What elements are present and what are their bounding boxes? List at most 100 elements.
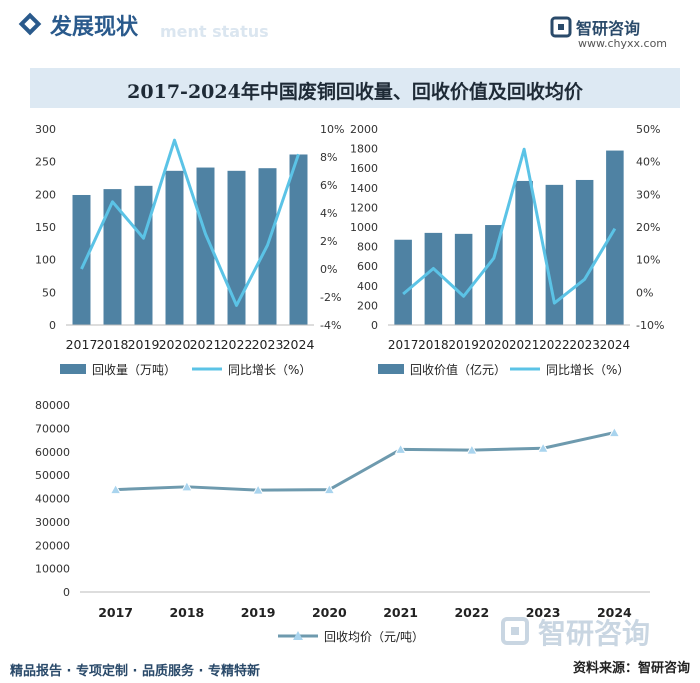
brand-icon bbox=[550, 16, 572, 38]
footer-slogan: 精品报告 · 专项定制 · 品质服务 · 专精特新 bbox=[10, 664, 260, 679]
chart3-price-line bbox=[115, 431, 615, 492]
chart1-left-tick-label: 200 bbox=[35, 188, 56, 201]
chart1-right-tick-label: -4% bbox=[320, 319, 341, 332]
chart2-left-tick-label: 400 bbox=[357, 280, 378, 293]
chart1-bar bbox=[134, 185, 153, 325]
chart3-legend-marker bbox=[293, 631, 303, 640]
chart3-point-marker bbox=[537, 442, 549, 453]
chart2-category-label: 2020 bbox=[479, 338, 510, 352]
chart3-point-marker bbox=[323, 483, 336, 495]
chart2-left-tick-label: 0 bbox=[371, 319, 378, 332]
chart1-right-tick-label: 10% bbox=[320, 123, 344, 136]
chart1-left-tick-label: 250 bbox=[35, 156, 56, 169]
chart3-category-label: 2024 bbox=[597, 605, 632, 620]
chart2-category-label: 2018 bbox=[418, 338, 449, 352]
chart2-legend-bar-label: 回收价值（亿元） bbox=[410, 362, 506, 377]
chart2-left-tick-label: 600 bbox=[357, 260, 378, 273]
page-header: ment status 发展现状 智研咨询 www.chyxx.com bbox=[0, 0, 700, 60]
charts-canvas: 0 50 100 150 200 250 300 -4% -2% 0% 2% 4% 6% 8% 10% 201… bbox=[35, 123, 664, 644]
chart3-y-tick-label: 50000 bbox=[35, 469, 70, 482]
chart1-category-label: 2021 bbox=[190, 337, 222, 352]
chart1-left-tick-label: 50 bbox=[42, 286, 56, 299]
chart2-left-tick-label: 800 bbox=[357, 241, 378, 254]
brand-name: 智研咨询 bbox=[576, 19, 641, 38]
section-title: 发展现状 bbox=[50, 15, 139, 40]
chart3-point-marker bbox=[466, 444, 478, 455]
chart3-y-tick-label: 30000 bbox=[35, 516, 70, 529]
chart2-right-tick-label: 40% bbox=[636, 156, 660, 169]
chart2-left-tick-label: 2000 bbox=[350, 123, 378, 136]
chart3-category-label: 2017 bbox=[98, 605, 133, 620]
chart3-legend-label: 回收均价（元/吨） bbox=[324, 630, 424, 644]
chart2-bar bbox=[485, 225, 503, 325]
chart2-category-label: 2021 bbox=[509, 338, 540, 352]
chart2-right-tick-label: -10% bbox=[636, 319, 664, 332]
chart2-category-label: 2019 bbox=[448, 338, 479, 352]
chart3-point-marker bbox=[394, 443, 407, 454]
watermark-brand-name: 智研咨询 bbox=[538, 617, 651, 650]
chart3-category-label: 2018 bbox=[169, 605, 204, 620]
chart2-right-tick-label: 0% bbox=[636, 286, 653, 299]
chart2-bar bbox=[575, 179, 594, 325]
chart2-bar bbox=[515, 180, 533, 325]
chart1-category-label: 2019 bbox=[128, 337, 160, 352]
chart2-left-tick-label: 1000 bbox=[350, 221, 378, 234]
chart1-category-label: 2018 bbox=[97, 337, 129, 352]
chart1-right-tick-label: -2% bbox=[320, 291, 341, 304]
chart2-growth-line bbox=[402, 147, 617, 305]
chart1-bar bbox=[196, 167, 215, 325]
chart1-bar bbox=[103, 189, 122, 325]
chart3-category-label: 2020 bbox=[312, 605, 347, 620]
brand-logo: 智研咨询 www.chyxx.com bbox=[550, 14, 680, 54]
chart3-category-label: 2022 bbox=[454, 605, 489, 620]
chart3-y-tick-label: 60000 bbox=[35, 446, 70, 459]
page-footer: 精品报告 · 专项定制 · 品质服务 · 专精特新 资料来源：智研咨询 bbox=[0, 655, 700, 683]
chart2-right-tick-label: 20% bbox=[636, 221, 660, 234]
chart1-bar bbox=[72, 194, 91, 325]
section-diamond-icon bbox=[18, 12, 42, 36]
chart1-category-label: 2023 bbox=[252, 337, 284, 352]
chart1-right-tick-label: 4% bbox=[320, 207, 337, 220]
brand-url: www.chyxx.com bbox=[578, 37, 668, 50]
chart3-y-tick-label: 80000 bbox=[35, 399, 70, 412]
chart1-growth-line bbox=[80, 138, 300, 307]
chart2-left-tick-label: 200 bbox=[357, 299, 378, 312]
footer-source: 资料来源：智研咨询 bbox=[572, 661, 690, 676]
chart2-left-tick-label: 1600 bbox=[350, 162, 378, 175]
chart2-left-tick-label: 1400 bbox=[350, 182, 378, 195]
figure-title-band: 2017-2024年中国废铜回收量、回收价值及回收均价 bbox=[30, 68, 680, 108]
chart1-category-label: 2020 bbox=[159, 337, 191, 352]
chart3-y-tick-label: 10000 bbox=[35, 563, 70, 576]
chart2-left-tick-label: 1800 bbox=[350, 143, 378, 156]
chart1-right-tick-label: 2% bbox=[320, 235, 337, 248]
chart2-right-tick-label: 10% bbox=[636, 254, 660, 267]
chart3-y-tick-label: 0 bbox=[63, 586, 70, 599]
chart1-left-tick-label: 0 bbox=[49, 319, 56, 332]
chart3-point-marker bbox=[608, 426, 621, 438]
chart1-left-tick-label: 100 bbox=[35, 254, 56, 267]
chart3-y-tick-label: 70000 bbox=[35, 422, 70, 435]
chart1-right-tick-label: 8% bbox=[320, 151, 337, 164]
chart1-right-tick-label: 0% bbox=[320, 263, 337, 276]
chart1-right-tick-label: 6% bbox=[320, 179, 337, 192]
chart2-legend-line-label: 同比增长（%） bbox=[546, 363, 629, 377]
chart3-category-label: 2023 bbox=[526, 605, 561, 620]
chart1-legend-bar-label: 回收量（万吨） bbox=[92, 363, 176, 377]
chart1-legend-bar-swatch bbox=[60, 364, 86, 374]
chart1-bar bbox=[289, 154, 308, 325]
chart2-category-label: 2022 bbox=[539, 338, 570, 352]
chart1-category-label: 2024 bbox=[283, 337, 315, 352]
chart3-point-marker bbox=[109, 483, 122, 495]
chart2-right-tick-label: 50% bbox=[636, 123, 660, 136]
chart1-left-tick-label: 150 bbox=[35, 221, 56, 234]
chart2-bar bbox=[545, 184, 564, 325]
chart2-legend-bar-swatch bbox=[378, 364, 404, 374]
chart2-bar bbox=[424, 232, 443, 325]
figure-title: 2017-2024年中国废铜回收量、回收价值及回收均价 bbox=[127, 81, 583, 103]
chart1-bar bbox=[227, 170, 246, 325]
chart3-point-marker bbox=[252, 484, 264, 495]
chart1-left-tick-label: 300 bbox=[35, 123, 56, 136]
chart2-category-label: 2024 bbox=[600, 338, 631, 352]
chart2-bar bbox=[606, 150, 624, 325]
chart2-right-tick-label: 30% bbox=[636, 188, 660, 201]
